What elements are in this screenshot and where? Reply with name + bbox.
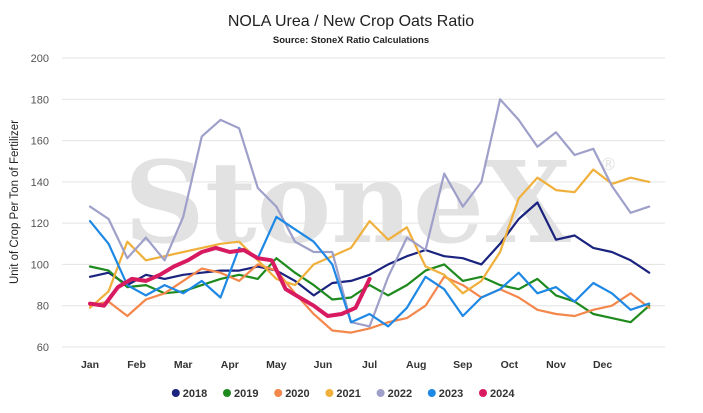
legend-marker-2019 xyxy=(223,389,231,397)
series-line-2023 xyxy=(88,215,651,328)
series-line-2019 xyxy=(88,257,651,324)
legend-marker-2018 xyxy=(171,389,180,397)
legend-marker-2022 xyxy=(376,389,385,397)
legend-label-2018: 2018 xyxy=(183,388,207,400)
legend-item-2021: 2021 xyxy=(325,388,361,400)
y-tick-label: 60 xyxy=(37,342,49,354)
x-axis-ticks: Jan Feb Mar Apr May Jun Jul Aug Sep Oct Nov Dec xyxy=(81,359,612,371)
y-axis-label: Unit of Crop Per Ton of Fertilizer xyxy=(9,120,21,284)
legend-label-2020: 2020 xyxy=(285,388,309,400)
legend-label-2021: 2021 xyxy=(336,388,360,400)
x-tick-label-nov: Nov xyxy=(546,359,566,371)
legend-item-2022: 2022 xyxy=(376,388,412,400)
series-line-2021 xyxy=(88,168,651,309)
y-axis-ticks: 60 80 100 120 140 160 180 200 xyxy=(31,53,49,354)
series-line-2018 xyxy=(88,201,651,297)
gridlines xyxy=(62,57,665,348)
legend-label-2019: 2019 xyxy=(234,388,258,400)
y-tick-label: 120 xyxy=(31,218,49,230)
x-tick-label-dec: Dec xyxy=(593,359,612,371)
legend-item-2023: 2023 xyxy=(427,388,463,400)
legend-item-2024: 2024 xyxy=(479,388,515,400)
x-tick-label-aug: Aug xyxy=(406,359,426,371)
y-tick-label: 140 xyxy=(31,177,49,189)
legend-marker-2024 xyxy=(479,389,487,397)
x-tick-label-may: May xyxy=(266,359,287,371)
x-tick-label-mar: Mar xyxy=(174,359,193,371)
y-tick-label: 180 xyxy=(31,94,49,106)
series-line-2022 xyxy=(88,98,651,328)
x-tick-label-jul: Jul xyxy=(362,359,377,371)
chart-subtitle: Source: StoneX Ratio Calculations xyxy=(273,35,429,46)
x-tick-label-feb: Feb xyxy=(127,359,146,371)
x-tick-label-apr: Apr xyxy=(221,359,239,371)
legend-marker-2021 xyxy=(325,389,334,397)
chart-title: NOLA Urea / New Crop Oats Ratio xyxy=(228,13,474,30)
legend-marker-2023 xyxy=(427,389,436,397)
legend-label-2022: 2022 xyxy=(388,388,412,400)
legend-item-2020: 2020 xyxy=(274,388,310,400)
y-tick-label: 160 xyxy=(31,136,49,148)
legend-label-2024: 2024 xyxy=(490,388,515,400)
legend-item-2018: 2018 xyxy=(171,388,207,400)
legend-marker-2020 xyxy=(274,389,283,397)
x-tick-label-jun: Jun xyxy=(314,359,333,371)
legend: 2018 2019 2020 2021 2022 2023 2024 xyxy=(171,388,515,400)
x-tick-label-oct: Oct xyxy=(501,359,519,371)
plot-series xyxy=(88,98,651,334)
legend-item-2019: 2019 xyxy=(223,388,258,400)
legend-label-2023: 2023 xyxy=(439,388,463,400)
series-line-2020 xyxy=(88,263,651,334)
y-tick-label: 200 xyxy=(31,53,49,65)
y-tick-label: 100 xyxy=(31,259,49,271)
x-tick-label-jan: Jan xyxy=(81,359,99,371)
series-line-2024 xyxy=(88,245,372,318)
x-tick-label-sep: Sep xyxy=(453,359,472,371)
y-tick-label: 80 xyxy=(37,301,49,313)
